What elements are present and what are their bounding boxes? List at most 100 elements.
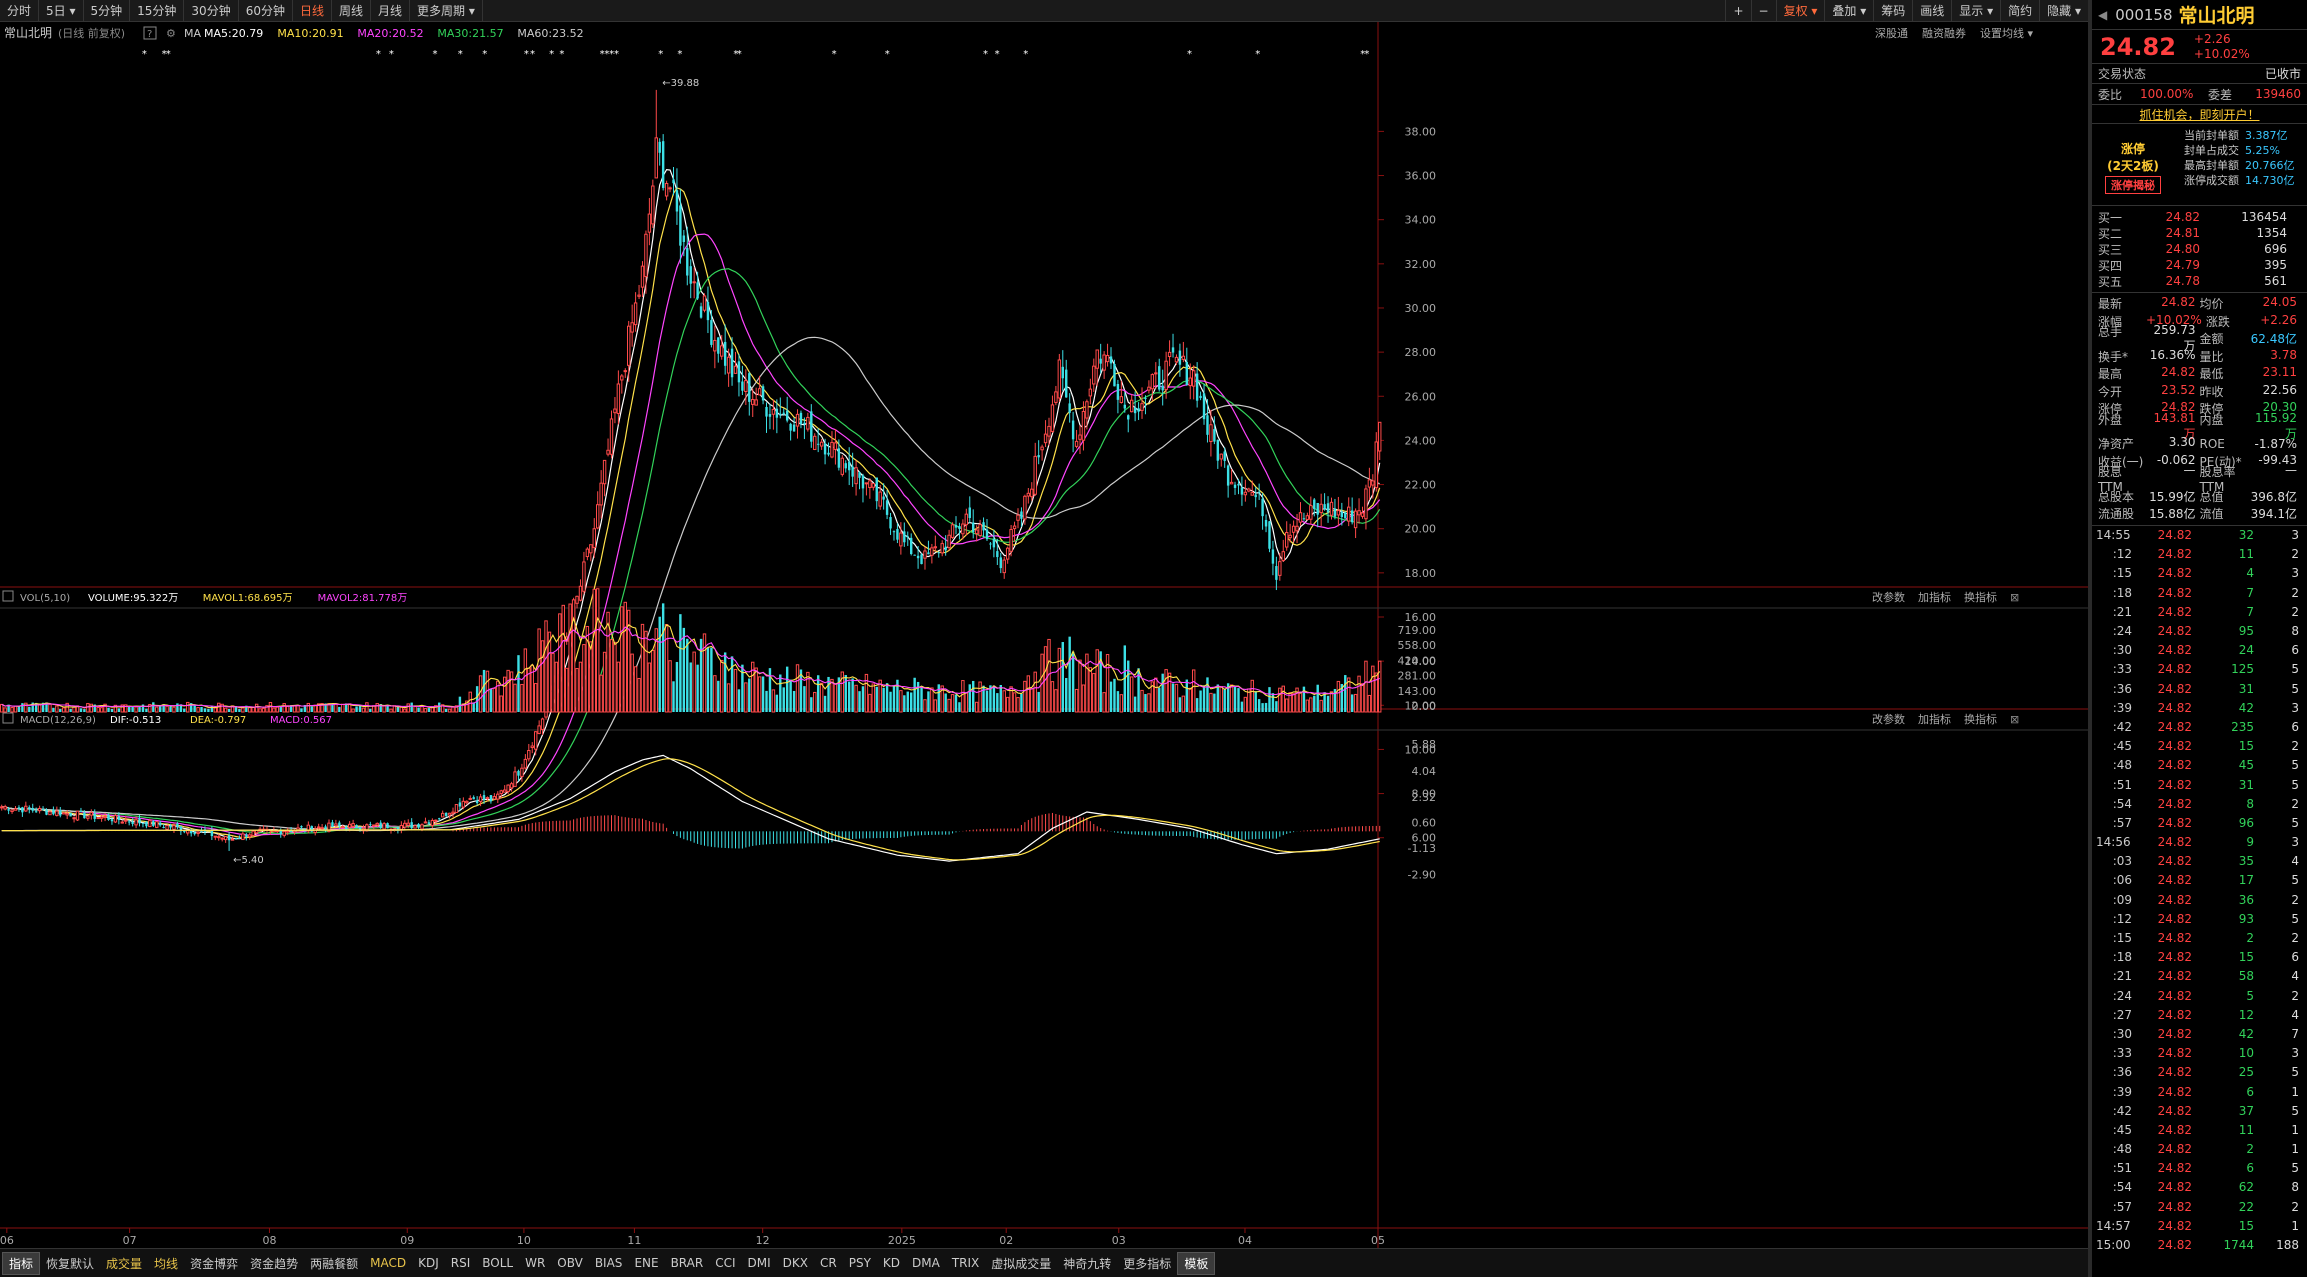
indicator-tab[interactable]: TRIX <box>951 1256 980 1270</box>
chart-link[interactable]: 深股通 <box>1875 27 1908 40</box>
tick-volume: 7 <box>2246 585 2254 600</box>
candle <box>124 815 128 825</box>
volume-bar <box>723 652 727 712</box>
candle <box>1209 409 1213 457</box>
indicator-tab[interactable]: 指标 <box>2 1251 41 1275</box>
indicator-tab[interactable]: 恢复默认 <box>46 1256 95 1271</box>
toolbar-button[interactable]: 复权 ▾ <box>1775 0 1825 22</box>
period-tab[interactable]: 月线 <box>371 0 411 22</box>
candle <box>909 533 913 556</box>
indicator-tab[interactable]: PSY <box>848 1256 871 1270</box>
quote-label: 总股本 <box>2098 489 2135 504</box>
panel-setting-button[interactable]: 改参数 <box>1872 590 1905 604</box>
candle <box>633 292 638 332</box>
indicator-tab[interactable]: DMA <box>912 1256 940 1270</box>
volume-bar <box>62 707 66 713</box>
panel-splitter[interactable] <box>2088 0 2092 1277</box>
toolbar-button[interactable]: 简约 <box>2000 0 2039 22</box>
toolbar-button[interactable]: + <box>1725 0 1750 22</box>
indicator-tab[interactable]: CCI <box>715 1256 736 1270</box>
volume-bar <box>169 706 172 712</box>
volume-bar <box>492 687 497 713</box>
panel-setting-button[interactable]: 加指标 <box>1918 590 1951 604</box>
svg-text:26.00: 26.00 <box>1405 390 1437 403</box>
volume-bar <box>406 703 410 713</box>
panel-setting-button[interactable]: 加指标 <box>1918 712 1951 726</box>
indicator-tab[interactable]: 模板 <box>1177 1251 1216 1275</box>
tick-volume: 1744 <box>2223 1238 2254 1253</box>
candle <box>616 370 621 425</box>
quote-label: 涨停 <box>2098 402 2123 417</box>
indicator-tab[interactable]: ENE <box>634 1256 659 1270</box>
volume-bar <box>737 689 741 712</box>
chart-link[interactable]: 设置均线 ▾ <box>1980 26 2033 40</box>
tick-row: :21 24.82 7 2 <box>2092 602 2307 621</box>
tick-list[interactable]: 14:55 24.82 32 3:12 24.82 11 2:15 24.82 4 3:18 24.… <box>2092 526 2307 1255</box>
close-icon[interactable]: ⊠ <box>2010 713 2019 726</box>
panel-setting-button[interactable]: 改参数 <box>1872 712 1905 726</box>
indicator-tab[interactable]: DMI <box>747 1256 771 1270</box>
prev-stock-icon[interactable]: ◀ <box>2098 7 2108 22</box>
period-tab[interactable]: 5分钟 <box>84 0 131 22</box>
indicator-tab[interactable]: DKX <box>782 1256 808 1270</box>
indicator-tab[interactable]: CR <box>820 1256 837 1270</box>
limit-up-reveal-button[interactable]: 涨停揭秘 <box>2105 176 2161 194</box>
period-tab[interactable]: 5日 ▾ <box>39 0 84 22</box>
indicator-tab[interactable]: RSI <box>450 1256 471 1270</box>
candle <box>686 226 689 286</box>
period-tab[interactable]: 30分钟 <box>184 0 239 22</box>
event-marker-icon: * <box>389 49 394 60</box>
toolbar-button[interactable]: 显示 ▾ <box>1951 0 2000 22</box>
open-account-link[interactable]: 抓住机会，即刻开户！ <box>2092 104 2307 124</box>
volume-bar <box>1199 690 1202 712</box>
indicator-tab[interactable]: MACD <box>370 1256 407 1270</box>
candle <box>1164 351 1168 399</box>
volume-bar <box>785 666 789 712</box>
volume-bar <box>823 695 827 712</box>
indicator-tab[interactable]: BRAR <box>670 1256 704 1270</box>
help-icon[interactable] <box>143 26 157 40</box>
close-icon[interactable]: ⊠ <box>2010 591 2019 604</box>
panel-setting-button[interactable]: 换指标 <box>1964 590 1997 604</box>
period-tab[interactable]: 更多周期 ▾ <box>410 0 483 22</box>
indicator-tab[interactable]: 两融餐额 <box>310 1256 359 1271</box>
indicator-tab[interactable]: BIAS <box>594 1256 623 1270</box>
indicator-tab[interactable]: 神奇九转 <box>1063 1256 1112 1271</box>
toolbar-button[interactable]: 叠加 ▾ <box>1824 0 1873 22</box>
period-tab[interactable]: 日线 <box>293 0 332 22</box>
candle <box>751 388 755 418</box>
tick-row: :45 24.82 11 1 <box>2092 1120 2307 1139</box>
indicator-tab[interactable]: 资金博弈 <box>190 1256 239 1271</box>
indicator-tab[interactable]: 虚拟成交量 <box>991 1256 1052 1271</box>
candle <box>806 412 810 432</box>
toolbar-button[interactable]: 画线 <box>1912 0 1951 22</box>
period-tab[interactable]: 15分钟 <box>130 0 185 22</box>
panel-setting-button[interactable]: 换指标 <box>1964 712 1997 726</box>
indicator-tab[interactable]: 资金趋势 <box>250 1256 299 1271</box>
indicator-tab[interactable]: KD <box>882 1256 901 1270</box>
candle <box>733 351 738 374</box>
indicator-tab[interactable]: OBV <box>557 1256 583 1270</box>
indicator-tab[interactable]: 更多指标 <box>1123 1256 1172 1271</box>
toolbar-button[interactable]: 隐藏 ▾ <box>2039 0 2088 22</box>
indicator-tab[interactable]: 成交量 <box>106 1256 143 1271</box>
indicator-tab[interactable]: KDJ <box>418 1256 439 1270</box>
volume-bar <box>651 650 655 713</box>
toolbar-button[interactable]: − <box>1750 0 1776 22</box>
svg-text:04: 04 <box>1238 1234 1252 1247</box>
toolbar-button[interactable]: 筹码 <box>1873 0 1912 22</box>
volume-bar <box>1213 693 1216 712</box>
kline-chart[interactable]: 6.00 8.00 10.00 12.00 14.00 16.00 18.00 20.00 22… <box>0 22 2088 1248</box>
chart-mode: (日线 前复权) <box>58 26 125 40</box>
chart-link[interactable]: 融资融券 <box>1922 26 1966 40</box>
candle <box>840 455 845 477</box>
volume-bar <box>34 702 38 712</box>
indicator-tab[interactable]: 均线 <box>154 1256 179 1271</box>
indicator-tab[interactable]: WR <box>525 1256 546 1270</box>
period-tab[interactable]: 60分钟 <box>239 0 293 22</box>
period-tab[interactable]: 分时 <box>0 0 40 22</box>
indicator-tab[interactable]: BOLL <box>482 1256 514 1270</box>
volume-bar <box>1023 680 1027 713</box>
period-tab[interactable]: 周线 <box>332 0 372 22</box>
volume-bar <box>238 709 241 712</box>
